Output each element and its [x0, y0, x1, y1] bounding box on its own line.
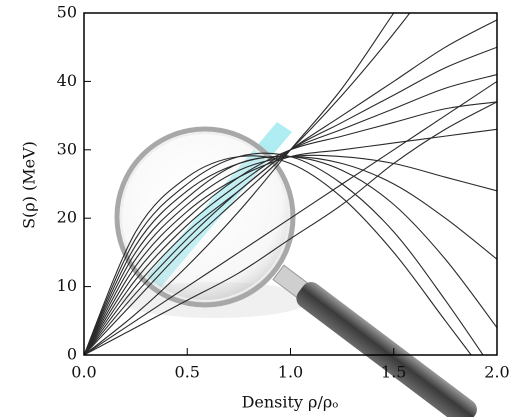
curve	[84, 154, 497, 355]
x-tick-label: 0.5	[175, 363, 200, 382]
x-tick-label: 0.0	[71, 363, 96, 382]
curve	[84, 74, 497, 355]
y-tick-label: 40	[57, 71, 77, 90]
x-axis-title: Density ρ/ρₒ	[242, 393, 339, 412]
curve	[84, 101, 497, 355]
x-tick-label: 1.0	[278, 363, 303, 382]
x-tick-label: 2.0	[484, 363, 509, 382]
y-tick-label: 10	[57, 276, 77, 295]
y-tick-label: 20	[57, 208, 77, 227]
y-tick-label: 0	[67, 345, 77, 364]
x-tick-label: 1.5	[381, 363, 406, 382]
curve	[84, 13, 395, 355]
curve	[84, 80, 497, 355]
y-tick-label: 30	[57, 139, 77, 158]
y-tick-label: 50	[57, 3, 77, 22]
curve	[84, 101, 497, 355]
curve	[84, 128, 497, 355]
y-axis-title: S(ρ) (MeV)	[20, 141, 39, 229]
curve	[84, 152, 484, 355]
curve	[84, 155, 472, 355]
